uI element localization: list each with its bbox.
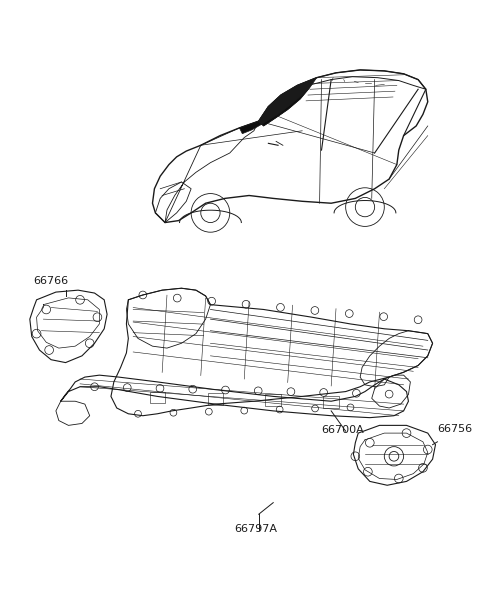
Text: 66756: 66756 (437, 424, 472, 434)
Text: 66797A: 66797A (235, 524, 277, 534)
Polygon shape (259, 78, 317, 126)
Text: 66700A: 66700A (322, 425, 364, 435)
Text: 66766: 66766 (34, 276, 69, 286)
Polygon shape (240, 87, 310, 134)
